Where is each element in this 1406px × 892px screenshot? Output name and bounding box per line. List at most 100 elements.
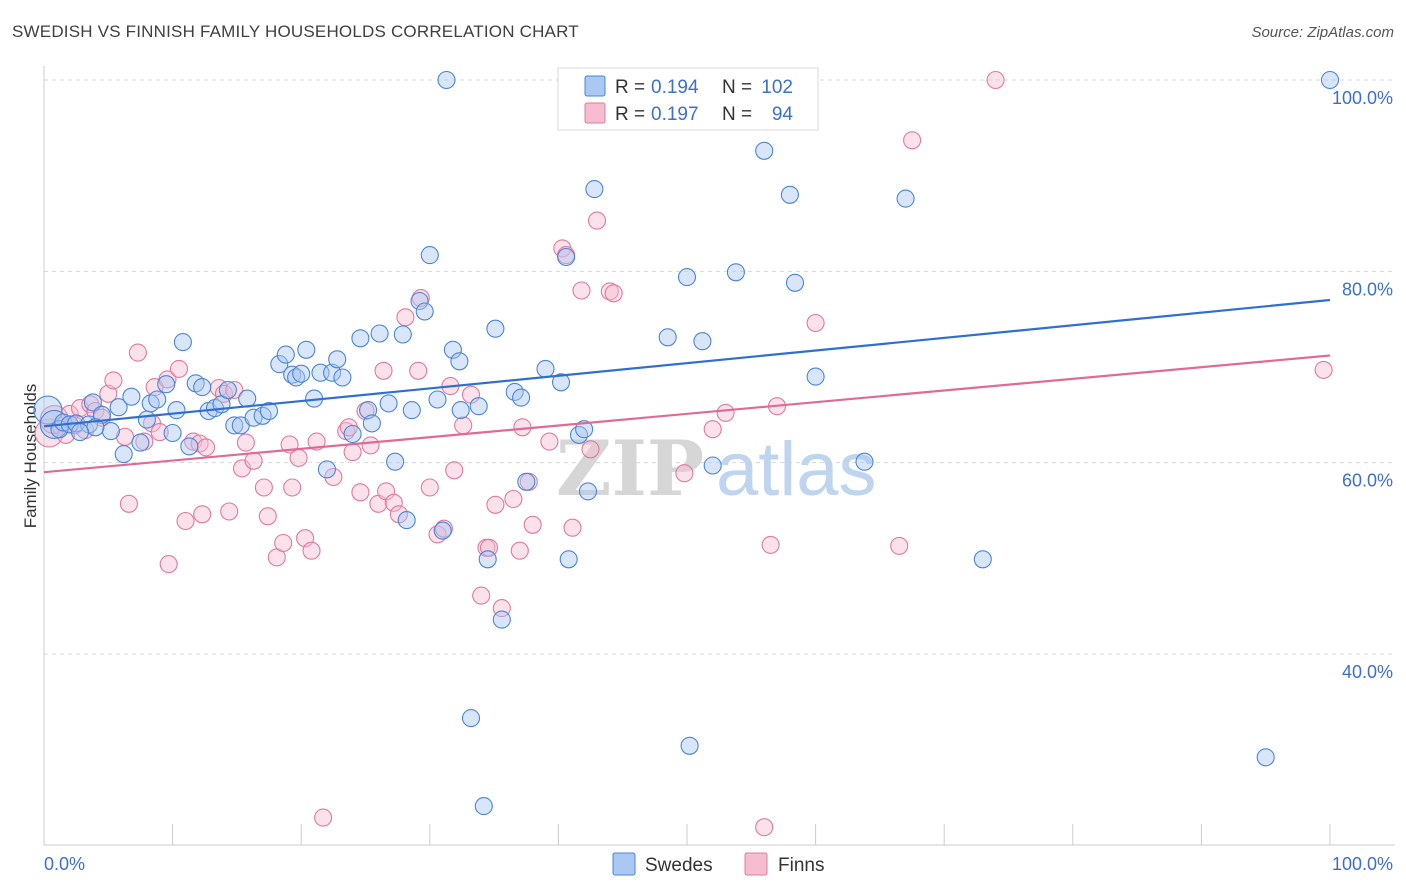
point-finns: [104, 371, 123, 390]
point-finns: [128, 343, 147, 362]
point-finns: [504, 489, 523, 509]
point-finns: [384, 493, 403, 512]
point-swedes: [855, 452, 874, 471]
point-finns: [445, 461, 464, 480]
point-swedes: [474, 797, 493, 816]
point-swedes: [259, 401, 279, 421]
point-swedes: [370, 324, 389, 343]
point-finns: [169, 359, 189, 378]
point-finns: [510, 541, 529, 560]
point-swedes: [585, 180, 604, 199]
point-finns: [986, 70, 1005, 90]
point-swedes: [557, 247, 576, 267]
point-swedes: [83, 393, 102, 412]
point-swedes: [680, 736, 699, 755]
legend-r-label-2: R =: [615, 104, 645, 125]
point-swedes: [478, 550, 497, 569]
point-finns: [244, 451, 263, 470]
point-swedes: [420, 246, 439, 265]
point-swedes: [137, 410, 156, 429]
point-finns: [420, 478, 439, 497]
point-finns: [890, 536, 909, 555]
point-finns: [903, 131, 922, 150]
point-swedes: [806, 367, 825, 386]
point-finns: [572, 281, 591, 300]
x-tick-label-max: 100.0%: [1332, 854, 1393, 874]
point-swedes: [451, 401, 470, 420]
point-swedes: [450, 352, 469, 371]
point-swedes: [109, 398, 128, 417]
point-finns: [225, 380, 244, 400]
point-finns: [1314, 360, 1333, 379]
point-finns: [193, 505, 212, 524]
point-swedes: [393, 325, 412, 344]
point-swedes: [131, 433, 150, 452]
watermark: ZIP atlas: [556, 424, 877, 513]
point-finns: [755, 818, 774, 837]
point-swedes: [559, 550, 578, 569]
point-swedes: [333, 368, 352, 387]
legend-n-value-1: 102: [761, 77, 793, 98]
y-tick-label: 40.0%: [1342, 662, 1393, 682]
point-swedes: [225, 416, 244, 435]
point-finns: [587, 211, 607, 230]
chart-source: Source: ZipAtlas.com: [1251, 24, 1394, 41]
trend-lines: [43, 298, 1331, 474]
legend-bottom-label-finns: Finns: [778, 855, 824, 876]
point-finns: [196, 438, 216, 457]
point-finns: [411, 289, 430, 308]
point-swedes: [402, 401, 421, 420]
y-axis-label: Family Households: [21, 384, 40, 529]
legend-bottom-swatch-swedes: [612, 852, 636, 876]
point-swedes: [238, 389, 257, 408]
legend-stats: R = 0.194 N = 102 R = 0.197 N = 94: [557, 67, 819, 131]
point-finns: [604, 284, 623, 303]
point-swedes: [443, 340, 462, 359]
point-swedes: [148, 390, 167, 409]
point-swedes: [397, 511, 416, 530]
point-swedes: [163, 423, 182, 443]
point-swedes: [461, 709, 481, 728]
legend-swatch-swedes: [584, 75, 606, 97]
point-finns: [274, 533, 293, 553]
point-swedes: [551, 373, 571, 392]
point-finns: [324, 467, 343, 487]
point-finns: [396, 308, 415, 327]
point-swedes: [703, 456, 722, 475]
point-swedes: [658, 328, 677, 347]
point-swedes: [157, 375, 176, 394]
watermark-atlas: atlas: [716, 427, 877, 512]
point-finns: [307, 432, 326, 451]
y-tick-label: 80.0%: [1342, 279, 1393, 299]
point-finns: [119, 494, 138, 513]
point-finns: [236, 433, 255, 452]
point-finns: [540, 432, 559, 451]
point-swedes: [693, 332, 712, 351]
point-finns: [220, 502, 239, 521]
point-finns: [454, 416, 473, 435]
chart-title: SWEDISH VS FINNISH FAMILY HOUSEHOLDS COR…: [12, 22, 579, 41]
point-swedes: [167, 401, 186, 420]
point-swedes: [379, 394, 398, 413]
point-swedes: [1320, 70, 1340, 90]
point-swedes: [122, 387, 141, 406]
point-swedes: [317, 460, 336, 479]
point-finns: [409, 361, 428, 380]
legend-r-value-2: 0.197: [651, 104, 699, 125]
y-tick-label: 60.0%: [1342, 471, 1393, 491]
point-swedes: [755, 141, 774, 160]
point-swedes: [292, 364, 311, 383]
point-swedes: [359, 401, 378, 420]
point-finns: [258, 507, 277, 526]
point-swedes: [218, 380, 237, 400]
trend-line-swedes: [43, 298, 1331, 428]
point-swedes: [33, 395, 63, 425]
point-finns: [486, 495, 505, 514]
point-swedes: [244, 408, 263, 427]
point-swedes: [575, 420, 594, 439]
watermark-zip: ZIP: [556, 424, 704, 513]
point-finns: [563, 518, 582, 537]
point-swedes: [492, 610, 511, 629]
legend-r-label-1: R =: [615, 77, 645, 98]
